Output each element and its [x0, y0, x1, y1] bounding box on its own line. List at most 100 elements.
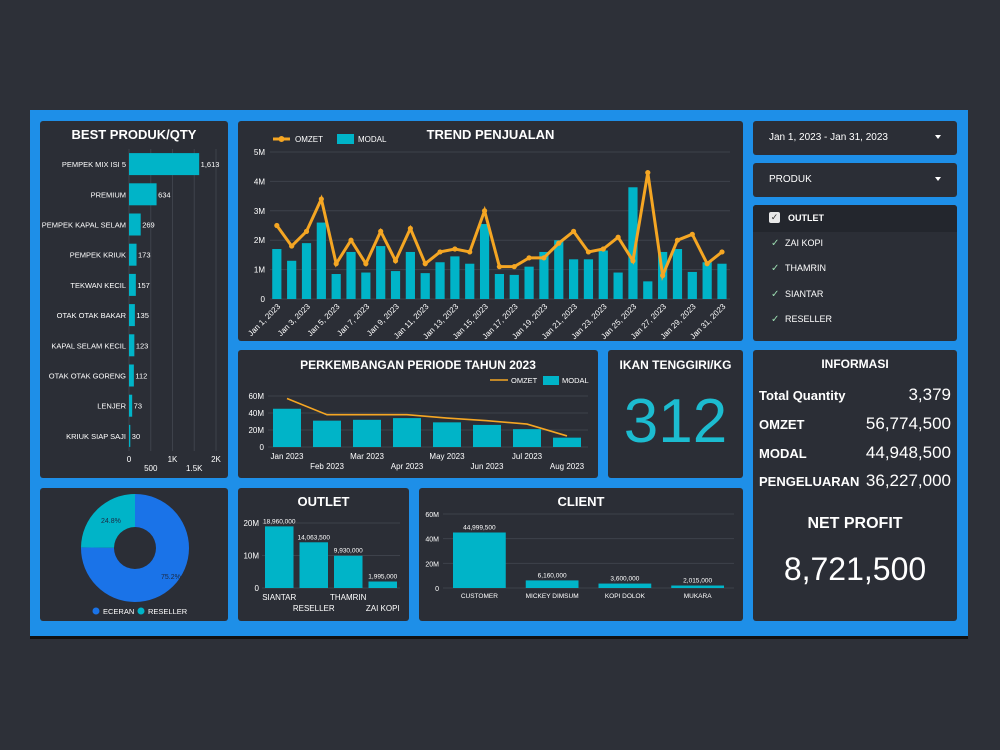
- legend-omzet-label: OMZET: [295, 135, 323, 144]
- legend-eceran-label: ECERAN: [103, 607, 134, 616]
- bar: [129, 364, 134, 387]
- omzet-point: [318, 196, 324, 202]
- omzet-point: [452, 246, 458, 252]
- modal-bar: [672, 249, 683, 299]
- omzet-point: [496, 264, 503, 270]
- checkbox-icon[interactable]: ✓: [769, 212, 780, 223]
- outlet-option-reseller[interactable]: ✓ RESELLER: [771, 314, 832, 325]
- chevron-down-icon: [935, 177, 941, 181]
- outlet-option-label: THAMRIN: [785, 263, 826, 273]
- bar: [129, 243, 137, 266]
- bar: [129, 304, 135, 327]
- net-profit-label: NET PROFIT: [807, 515, 903, 532]
- omzet-point: [363, 261, 369, 267]
- x-tick-label: 2K: [211, 455, 221, 464]
- outlet-filter-panel: ✓ OUTLET ✓ ZAI KOPI ✓ THAMRIN ✓ SIANTAR ✓ RE…: [753, 205, 957, 341]
- modal-bar: [539, 251, 549, 299]
- bar-value-label: 3,600,000: [610, 576, 639, 583]
- omzet-point: [467, 249, 473, 255]
- modal-bar: [405, 251, 415, 299]
- omzet-line: [286, 397, 568, 437]
- legend-omzet-marker: [278, 136, 285, 142]
- bar-label: PREMIUM: [91, 190, 126, 199]
- bar-label: LENJER: [97, 402, 126, 411]
- modal-bar: [465, 263, 475, 299]
- outlet-option-siantar[interactable]: ✓ SIANTAR: [771, 289, 823, 300]
- omzet-point: [333, 261, 339, 267]
- y-tick-label: 1M: [254, 266, 265, 275]
- x-tick-label: MICKEY DIMSUM: [526, 593, 579, 600]
- perkembangan-title: PERKEMBANGAN PERIODE TAHUN 2023: [300, 358, 536, 372]
- modal-bar: [598, 250, 608, 299]
- ikan-panel: IKAN TENGGIRI/KG 312: [608, 350, 743, 478]
- bar-label: OTAK OTAK GORENG: [49, 372, 126, 381]
- modal-bar: [583, 259, 594, 299]
- bar: [129, 213, 141, 236]
- check-icon: ✓: [771, 238, 780, 249]
- donut-panel: 75.2% 24.8% ECERAN RESELLER: [40, 488, 228, 621]
- outlet-filter-header[interactable]: ✓ OUTLET: [753, 205, 957, 232]
- outlet-option-zai-kopi[interactable]: ✓ ZAI KOPI: [771, 238, 823, 249]
- omzet-point: [615, 234, 621, 240]
- y-tick-label: 3M: [254, 207, 265, 216]
- x-tick-label: Jan 2023: [271, 452, 304, 461]
- y-tick-label: 0: [260, 443, 265, 452]
- bar-value-label: 135: [136, 311, 149, 320]
- bar: [334, 555, 363, 588]
- bar: [368, 581, 397, 588]
- x-tick-label: 1.5K: [186, 464, 203, 473]
- bar: [129, 273, 136, 296]
- trend-panel: TREND PENJUALAN 0 1M 2M 3M 4M 5M Jan 1, 2023 Ja…: [238, 121, 743, 341]
- bar-label: KRIUK SIAP SAJI: [66, 432, 126, 441]
- omzet-point: [303, 228, 310, 234]
- outlet-filter-header-label: OUTLET: [788, 213, 824, 223]
- omzet-point: [585, 249, 592, 255]
- y-tick-label: 10M: [243, 552, 259, 561]
- bar-value-label: 173: [138, 251, 151, 260]
- ikan-title: IKAN TENGGIRI/KG: [619, 358, 732, 372]
- modal-bar: [287, 260, 297, 299]
- modal-bar: [390, 271, 401, 299]
- omzet-point: [689, 231, 695, 237]
- bar-value-label: 6,160,000: [538, 572, 567, 579]
- omzet-point: [556, 240, 562, 246]
- donut-chart: 75.2% 24.8% ECERAN RESELLER: [81, 494, 190, 616]
- x-tick-label: CUSTOMER: [461, 593, 498, 600]
- modal-bar: [643, 281, 653, 299]
- y-tick-label: 40M: [248, 409, 264, 418]
- modal-bar: [450, 256, 460, 299]
- modal-bar: [554, 240, 564, 299]
- date-range-select[interactable]: Jan 1, 2023 - Jan 31, 2023: [753, 121, 957, 155]
- bar: [453, 532, 506, 588]
- bar: [598, 583, 652, 588]
- client-chart-title: CLIENT: [557, 494, 605, 509]
- legend-reseller-marker: [137, 607, 145, 615]
- bar-value-label: 112: [135, 372, 147, 381]
- best-produk-title: BEST PRODUK/QTY: [71, 127, 197, 142]
- produk-select[interactable]: PRODUK: [753, 163, 957, 197]
- x-tick-label: KOPI DOLOK: [605, 593, 646, 600]
- omzet-point: [437, 249, 443, 255]
- modal-bar: [346, 251, 356, 299]
- y-tick-label: 5M: [254, 148, 265, 157]
- omzet-point: [660, 272, 666, 279]
- omzet-point: [541, 255, 547, 261]
- outlet-option-label: RESELLER: [785, 314, 833, 324]
- modal-bar: [316, 222, 326, 299]
- outlet-option-thamrin[interactable]: ✓ THAMRIN: [771, 263, 826, 274]
- omzet-point: [645, 169, 651, 176]
- bar-label: KAPAL SELAM KECIL: [51, 341, 126, 350]
- x-tick-label: ZAI KOPI: [366, 604, 400, 613]
- modal-bar: [420, 273, 430, 299]
- bar-value-label: 73: [134, 402, 142, 411]
- bar-value-label: 9,930,000: [334, 548, 363, 555]
- modal-bar: [479, 224, 490, 299]
- x-tick-label: Mar 2023: [350, 452, 384, 461]
- bar-value-label: 157: [137, 281, 150, 290]
- x-tick-label: Feb 2023: [310, 462, 344, 471]
- informasi-title: INFORMASI: [821, 357, 889, 371]
- x-tick-label: May 2023: [429, 452, 465, 461]
- modal-bar: [494, 274, 505, 299]
- bar-value-label: 44,999,500: [463, 525, 496, 532]
